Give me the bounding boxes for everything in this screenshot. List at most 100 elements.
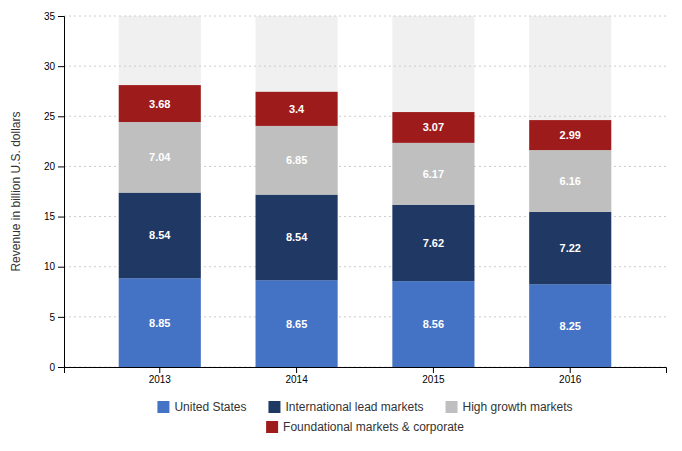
tick-label: 2013 [149,374,172,385]
y-tick: 5 [49,312,64,323]
tick-mark [58,267,64,268]
bar [529,120,611,150]
y-tick: 15 [44,211,64,222]
legend-item: High growth markets [446,400,573,414]
grid-line [64,16,666,17]
chart: 8.85 8.65 8.56 8.25 8.54 8.54 7.62 7.22 7.04 6.85… [0,0,682,451]
axis-domain [58,17,65,368]
tick-mark [58,66,64,67]
tick-label: 2016 [559,374,582,385]
bar [392,281,474,367]
column-backgrounds [119,16,612,367]
data-label: 8.25 [560,320,581,332]
bar [256,92,338,126]
bar [256,280,338,367]
data-labels: 8.85 8.65 8.56 8.25 8.54 8.54 7.62 7.22 7.04 6.85… [149,98,581,332]
column-background [256,16,338,367]
y-tick: 10 [44,261,64,272]
data-label: 2.99 [560,129,581,141]
y-axis: 0 5 10 15 20 25 30 35 [44,11,65,373]
y-tick: 20 [44,161,64,172]
legend-label: Foundational markets & corporate [283,420,464,434]
bar [392,143,474,205]
data-label: 8.56 [423,318,444,330]
legend-item: International lead markets [268,400,423,414]
grid [64,16,666,367]
tick-label: 15 [44,211,56,222]
tick-mark [570,367,571,373]
tick-mark [58,217,64,218]
data-label: 3.07 [423,121,444,133]
y-tick: 25 [44,111,64,122]
data-label: 6.17 [423,168,444,180]
legend: United States International lead markets H… [157,400,572,434]
x-tick: 2015 [422,367,445,385]
bar [256,126,338,195]
tick-mark [159,367,160,373]
tick-label: 10 [44,261,56,272]
y-tick: 0 [49,362,64,373]
plot: 8.85 8.65 8.56 8.25 8.54 8.54 7.62 7.22 7.04 6.85… [44,11,667,385]
legend-swatch [446,401,458,413]
data-label: 6.85 [286,154,307,166]
data-label: 8.85 [149,317,170,329]
bar [119,122,201,193]
tick-mark [58,166,64,167]
series [119,278,612,367]
x-axis: 2013 2014 2015 2016 [65,367,667,385]
tick-mark [58,317,64,318]
bar [392,205,474,281]
tick-mark [58,16,64,17]
data-label: 7.04 [149,151,171,163]
legend-label: High growth markets [463,400,573,414]
tick-mark [296,367,297,373]
tick-label: 30 [44,61,56,72]
tick-label: 2014 [285,374,308,385]
tick-mark [58,367,64,368]
data-label: 3.4 [289,103,305,115]
y-tick: 30 [44,61,64,72]
x-tick: 2013 [149,367,172,385]
column-background [529,16,611,367]
series [119,85,612,150]
y-tick: 35 [44,11,64,22]
tick-mark [58,116,64,117]
legend-swatch [268,401,280,413]
bar [256,195,338,281]
bar [529,150,611,212]
data-label: 8.65 [286,318,307,330]
axis-domain [65,368,667,374]
x-tick: 2014 [285,367,308,385]
data-label: 3.68 [149,98,170,110]
legend-item: United States [157,400,246,414]
grid-line [64,66,666,67]
tick-label: 20 [44,161,56,172]
data-label: 8.54 [149,229,171,241]
tick-label: 5 [49,312,55,323]
legend-label: International lead markets [285,400,423,414]
bar [119,193,201,279]
bar [119,278,201,367]
legend-label: United States [174,400,246,414]
data-label: 7.22 [560,242,581,254]
bar [119,85,201,122]
data-label: 6.16 [560,175,581,187]
bar [529,212,611,284]
bar [529,284,611,367]
bars [119,85,612,367]
legend-swatch [266,421,278,433]
data-label: 8.54 [286,231,308,243]
tick-label: 0 [49,362,55,373]
data-label: 7.62 [423,237,444,249]
legend-swatch [157,401,169,413]
tick-label: 2015 [422,374,445,385]
tick-label: 35 [44,11,56,22]
tick-label: 25 [44,111,56,122]
column-background [119,16,201,367]
x-tick: 2016 [559,367,582,385]
bar [392,112,474,143]
y-axis-title: Revenue in billion U.S. dollars [9,111,23,271]
legend-item: Foundational markets & corporate [266,420,464,434]
tick-mark [433,367,434,373]
column-background [392,16,474,367]
